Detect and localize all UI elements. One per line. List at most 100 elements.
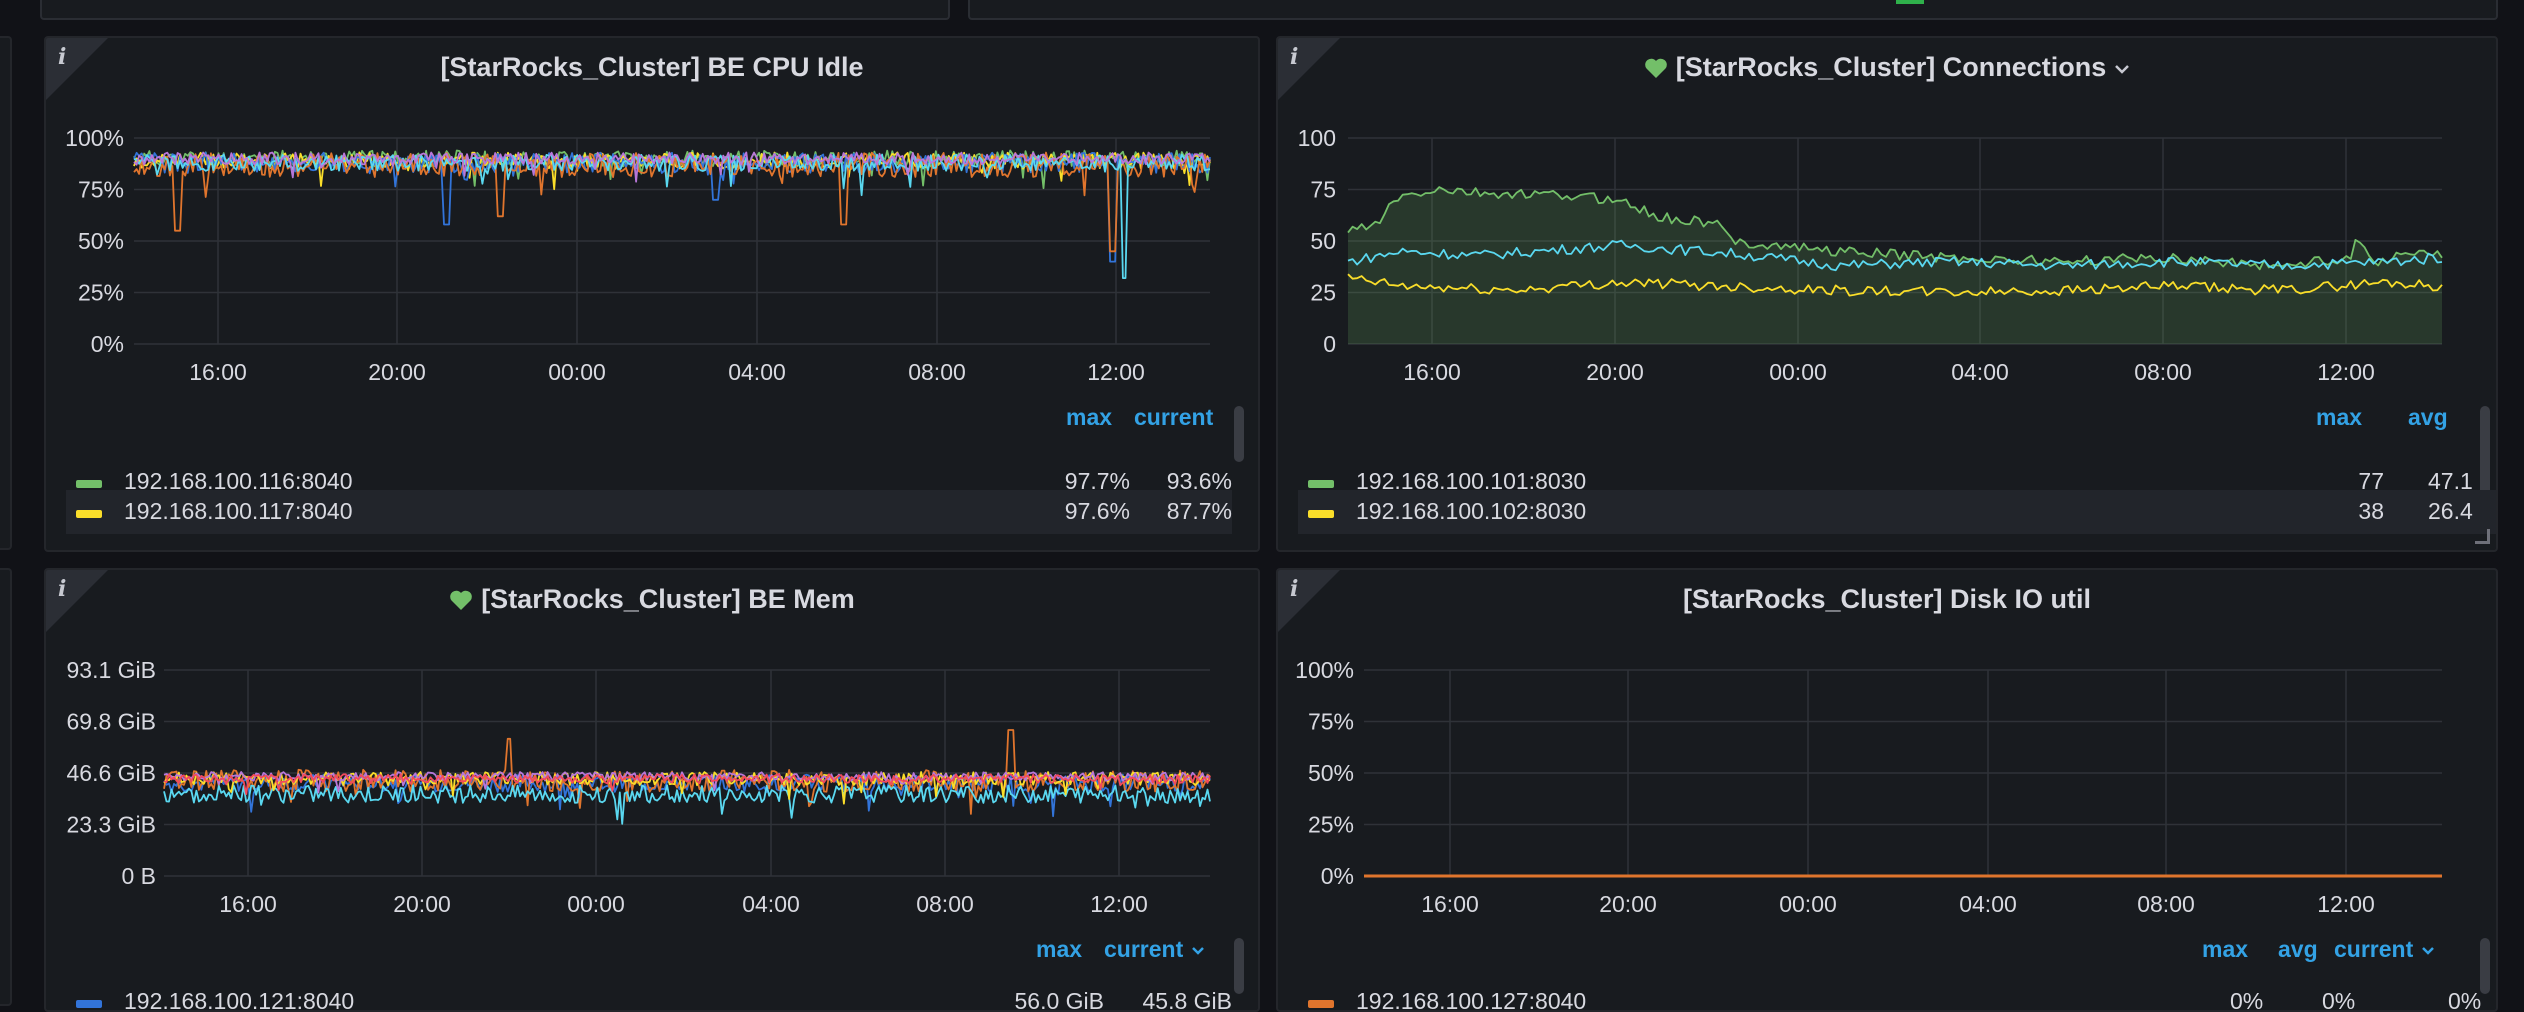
x-tick-label: 12:00 (1090, 891, 1148, 917)
status-indicator (1896, 0, 1924, 4)
legend-row[interactable]: 192.168.100.102:8030 38 26.4 (1298, 490, 2496, 534)
x-tick-label: 08:00 (2134, 359, 2192, 385)
y-tick-label: 0 (1323, 331, 1336, 357)
x-tick-label: 16:00 (189, 359, 247, 385)
legend-value-current: 45.8 GiB (1142, 988, 1233, 1012)
series-line (163, 729, 1211, 815)
legend-row[interactable]: 192.168.100.116:8040 97.7% 93.6% (66, 460, 1232, 504)
x-tick-label: 00:00 (1779, 891, 1837, 917)
y-tick-label: 23.3 GiB (67, 812, 157, 838)
panel-be-cpu-idle: i [StarRocks_Cluster] BE CPU Idle 0% 25% 5… (44, 36, 1260, 552)
panel-title[interactable]: [StarRocks_Cluster] Connections (1278, 52, 2496, 83)
series-area (1348, 187, 2442, 344)
sort-chevron-icon[interactable] (1191, 946, 1205, 956)
legend-row[interactable]: 192.168.100.121:8040 56.0 GiB 45.8 GiB (66, 980, 1233, 1012)
connections-chart: 0 25 50 75 100 16:00 20:00 00:00 04:00 08:00 12:00 (1298, 125, 2443, 385)
legend-scrollbar[interactable] (1234, 938, 1244, 994)
heart-icon (1644, 58, 1667, 78)
legend-header-current[interactable]: current (2334, 936, 2435, 963)
panel-title[interactable]: [StarRocks_Cluster] BE Mem (46, 584, 1258, 615)
x-tick-label: 20:00 (1599, 891, 1657, 917)
series-line (1347, 239, 2443, 272)
y-tick-label: 93.1 GiB (67, 657, 157, 683)
x-tick-label: 00:00 (548, 359, 606, 385)
legend-header-max[interactable]: max (2202, 936, 2249, 962)
x-tick-label: 20:00 (368, 359, 426, 385)
series-line (133, 151, 1211, 253)
legend-series-name: 192.168.100.116:8040 (124, 468, 353, 494)
legend-row[interactable]: 192.168.100.127:8040 0% 0% 0% (1298, 980, 2496, 1012)
legend-header-max[interactable]: max (1066, 404, 1113, 430)
legend-scrollbar[interactable] (1234, 406, 1244, 462)
legend-scrollbar[interactable] (2480, 406, 2490, 526)
chevron-down-icon[interactable] (2114, 63, 2130, 75)
series-line (133, 151, 1211, 183)
x-tick-label: 12:00 (1087, 359, 1145, 385)
legend-value-current: 87.7% (1166, 498, 1232, 524)
series-line (1347, 186, 2443, 271)
info-icon[interactable]: i (1290, 576, 1299, 602)
cpu-chart: 0% 25% 50% 75% 100% 16:00 20:00 00:00 04:00 08:00… (65, 125, 1211, 385)
legend-swatch (76, 510, 102, 518)
panel-info-corner[interactable] (46, 38, 108, 100)
legend-header-max[interactable]: max (2316, 404, 2363, 430)
legend-value-max: 97.7% (1064, 468, 1130, 494)
y-tick-label: 46.6 GiB (67, 760, 157, 786)
series-line (1347, 273, 2443, 297)
legend-header-current[interactable]: current (1134, 404, 1214, 430)
x-tick-label: 04:00 (742, 891, 800, 917)
legend-header-avg[interactable]: avg (2278, 936, 2318, 962)
x-tick-label: 04:00 (1951, 359, 2009, 385)
panel-title[interactable]: [StarRocks_Cluster] BE CPU Idle (440, 52, 864, 82)
panel-info-corner[interactable] (1278, 570, 1340, 632)
y-tick-label: 75% (1308, 709, 1354, 735)
legend-value-max: 0% (2230, 988, 2264, 1012)
x-tick-label: 12:00 (2317, 891, 2375, 917)
y-tick-label: 0% (91, 331, 124, 357)
x-tick-label: 08:00 (916, 891, 974, 917)
legend-row[interactable]: 192.168.100.101:8030 77 47.1 (1298, 460, 2496, 504)
legend-header-current[interactable]: current (1104, 936, 1205, 963)
legend-swatch (1308, 480, 1334, 488)
sort-chevron-icon[interactable] (2421, 946, 2435, 956)
legend-value-max: 38 (2358, 498, 2384, 524)
y-tick-label: 0% (1321, 863, 1354, 889)
legend-swatch (1308, 510, 1334, 518)
legend-series-name: 192.168.100.121:8040 (124, 988, 355, 1012)
legend-value-current: 0% (2448, 988, 2482, 1012)
legend-swatch (76, 480, 102, 488)
legend-series-name: 192.168.100.102:8030 (1356, 498, 1587, 524)
x-tick-label: 16:00 (1403, 359, 1461, 385)
disk-chart: 0% 25% 50% 75% 100% 16:00 20:00 00:00 04:00 08:00… (1295, 657, 2442, 917)
legend-value-avg: 47.1 (2428, 468, 2473, 494)
y-tick-label: 25% (78, 280, 124, 306)
legend-swatch (76, 1000, 102, 1008)
y-tick-label: 50 (1310, 228, 1336, 254)
legend-series-name: 192.168.100.127:8040 (1356, 988, 1587, 1012)
info-icon[interactable]: i (58, 44, 67, 70)
info-icon[interactable]: i (1290, 44, 1299, 70)
legend-scrollbar[interactable] (2480, 938, 2490, 994)
y-tick-label: 0 B (121, 863, 156, 889)
legend-row[interactable]: 192.168.100.117:8040 97.6% 87.7% (66, 490, 1232, 534)
y-tick-label: 69.8 GiB (67, 709, 157, 735)
panel-resize-handle[interactable] (2475, 529, 2490, 544)
x-tick-label: 00:00 (1769, 359, 1827, 385)
x-tick-label: 20:00 (1586, 359, 1644, 385)
panel-title[interactable]: [StarRocks_Cluster] Disk IO util (1682, 584, 2092, 614)
x-tick-label: 20:00 (393, 891, 451, 917)
legend-header-max[interactable]: max (1036, 936, 1083, 962)
mem-chart: 0 B 23.3 GiB 46.6 GiB 69.8 GiB 93.1 GiB 16:00… (67, 657, 1211, 917)
x-tick-label: 16:00 (1421, 891, 1479, 917)
panel-connections: i [StarRocks_Cluster] Connections 0 25 50 7… (1276, 36, 2498, 552)
x-tick-label: 04:00 (728, 359, 786, 385)
y-tick-label: 50% (78, 228, 124, 254)
series-line (163, 771, 1211, 794)
series-line (163, 773, 1211, 795)
legend-header-avg[interactable]: avg (2408, 404, 2448, 430)
y-tick-label: 25 (1310, 280, 1336, 306)
info-icon[interactable]: i (58, 576, 67, 602)
panel-info-corner[interactable] (1278, 38, 1340, 100)
panel-info-corner[interactable] (46, 570, 108, 632)
panel-top-left-partial (40, 0, 950, 20)
